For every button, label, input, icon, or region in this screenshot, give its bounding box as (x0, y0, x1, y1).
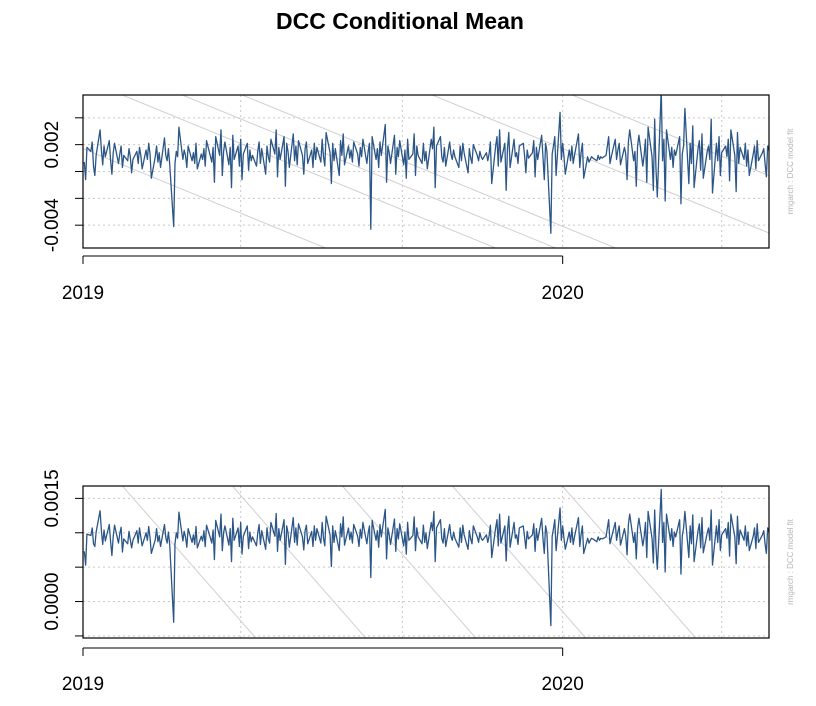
y-tick-label: 0.002 (42, 121, 63, 169)
chart-title: DCC Conditional Mean (276, 8, 524, 34)
plot-area (83, 486, 769, 638)
y-tick-label: -0.004 (42, 198, 63, 252)
diagonal-line (570, 95, 769, 177)
side-note: rmgarch : DCC model fit (786, 128, 795, 215)
diagonal-line (231, 486, 367, 638)
x-tick-label: 2020 (542, 283, 584, 304)
series-line (83, 488, 769, 627)
side-note: rmgarch : DCC model fit (786, 518, 795, 605)
diagonal-line (430, 95, 769, 234)
diagonal-line (83, 148, 327, 248)
diagonal-line (561, 486, 697, 638)
plot-area (83, 95, 769, 248)
diagonal-line (180, 95, 557, 248)
diagonal-line (121, 486, 257, 638)
diagonal-line (120, 95, 497, 248)
diagonal-line (341, 486, 477, 638)
x-tick-label: 2019 (62, 283, 104, 304)
plot-frame (82, 485, 770, 639)
diagonal-line (240, 95, 617, 248)
x-tick-label: 2019 (62, 674, 104, 695)
panel-bottom: 0.0000 0.0015 2019 2020 rmgarch : DCC model … (42, 469, 795, 695)
x-tick-label: 2020 (542, 674, 584, 695)
series-line (83, 95, 769, 234)
y-tick-label: 0.0015 (42, 469, 63, 527)
diagonal-line (451, 486, 587, 638)
panel-top: -0.004 0.002 2019 2020 rmgarch : DCC model f… (42, 94, 795, 304)
y-tick-label: 0.0000 (42, 572, 63, 630)
